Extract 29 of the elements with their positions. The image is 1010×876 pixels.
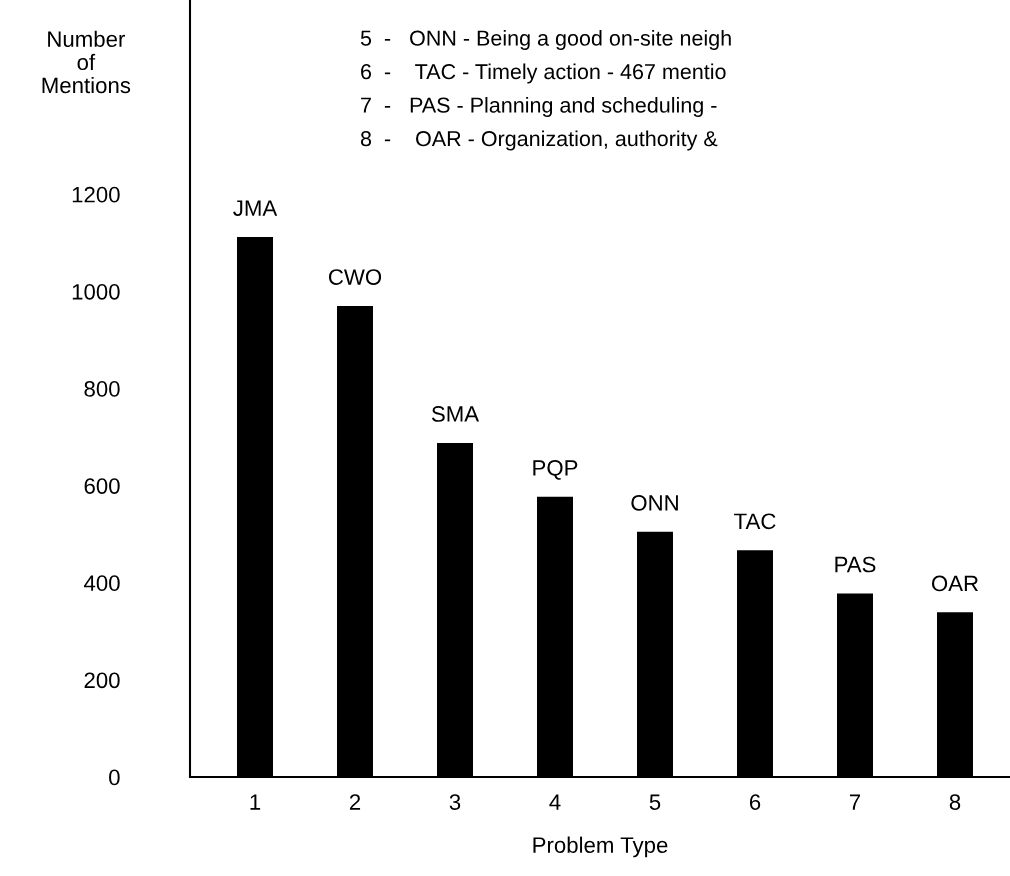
x-axis-title: Problem Type	[533, 836, 668, 858]
x-tick-label: 6	[749, 794, 761, 810]
annotation: 8 - OAR - Organization, authority &	[360, 130, 718, 151]
annotation: ONN	[631, 494, 678, 511]
x-tick-label: 5	[649, 794, 661, 810]
annotation: PAS	[835, 556, 876, 573]
annotation: JMA	[233, 200, 278, 216]
y-tick-label: 1200	[72, 186, 120, 203]
x-tick-label: 4	[549, 794, 561, 810]
annotation: 7 - PAS - Planning and scheduling -	[361, 96, 717, 118]
annotation: CWO	[328, 269, 382, 285]
y-tick-label: 400	[83, 575, 120, 592]
y-tick-label: 200	[84, 672, 120, 689]
x-tick-label: 7	[849, 794, 861, 810]
y-tick-label: 600	[84, 478, 120, 494]
x-tick-label: 8	[949, 794, 961, 810]
y-tick-label: 0	[109, 769, 120, 786]
annotation: OAR	[931, 575, 979, 592]
y-tick-label: 800	[84, 381, 120, 397]
annotation: 5 - ONN - Being a good on-site neigh	[360, 29, 731, 51]
annotation: SMA	[431, 406, 480, 422]
x-tick-label: 3	[449, 794, 461, 810]
annotation: PQP	[533, 460, 578, 480]
y-axis-title: Number of Mentions	[42, 30, 131, 94]
x-tick-label: 1	[250, 794, 261, 810]
annotation: 6 - TAC - Timely action - 467 mentio	[361, 63, 726, 84]
y-tick-label: 1000	[72, 283, 120, 300]
annotation: TAC	[734, 513, 776, 530]
x-tick-label: 2	[349, 794, 361, 810]
